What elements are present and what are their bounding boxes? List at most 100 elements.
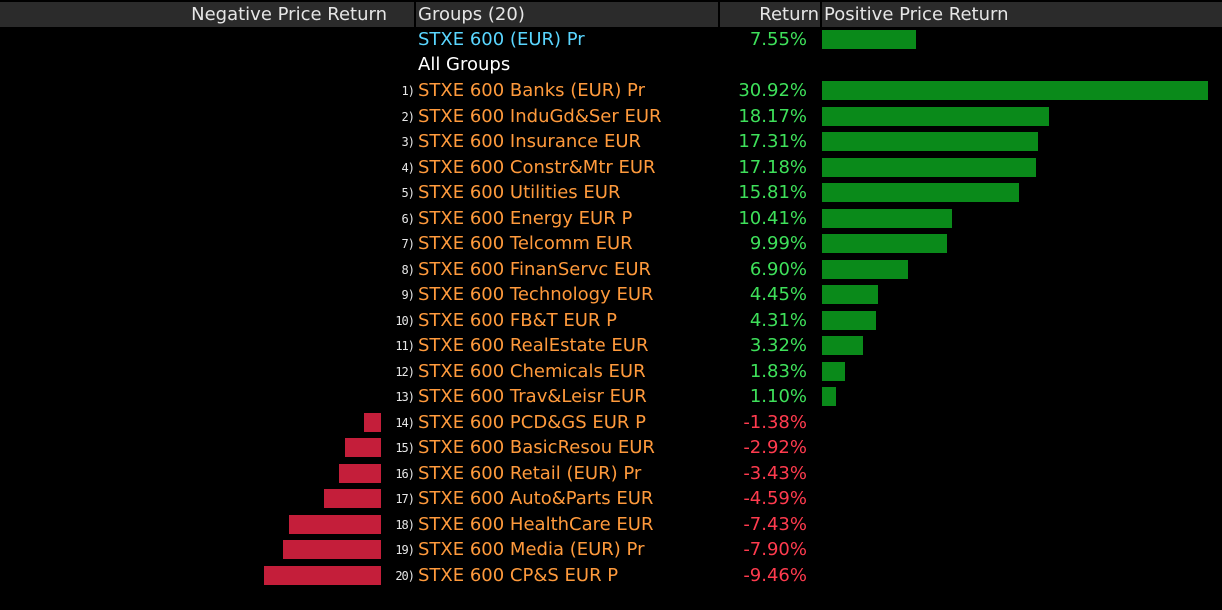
group-row[interactable]: 15) STXE 600 BasicResou EUR -2.92% (0, 435, 1222, 460)
group-name[interactable]: STXE 600 HealthCare EUR (418, 514, 654, 535)
positive-price-return-header: Positive Price Return (822, 2, 1222, 27)
benchmark-row[interactable]: STXE 600 (EUR) Pr 7.55% (0, 27, 1222, 52)
positive-return-bar (822, 285, 878, 304)
group-row[interactable]: 18) STXE 600 HealthCare EUR -7.43% (0, 512, 1222, 537)
positive-return-bar (822, 158, 1036, 177)
return-value: 6.90% (749, 259, 807, 280)
rank-label: 16) (395, 467, 415, 481)
group-name[interactable]: STXE 600 Telcomm EUR (418, 233, 633, 254)
rank-label: 15) (395, 441, 415, 455)
return-value: 9.99% (749, 233, 807, 254)
group-row[interactable]: 10) STXE 600 FB&T EUR P 4.31% (0, 308, 1222, 333)
group-name[interactable]: STXE 600 Media (EUR) Pr (418, 539, 645, 560)
return-value: 30.92% (738, 80, 807, 101)
return-value: 4.45% (749, 284, 807, 305)
negative-return-bar (339, 464, 381, 483)
return-value: 18.17% (738, 106, 807, 127)
benchmark-bar (822, 30, 916, 49)
group-name[interactable]: STXE 600 Banks (EUR) Pr (418, 80, 645, 101)
group-row[interactable]: 16) STXE 600 Retail (EUR) Pr -3.43% (0, 461, 1222, 486)
positive-return-bar (822, 336, 863, 355)
rank-label: 4) (401, 161, 415, 175)
group-row[interactable]: 9) STXE 600 Technology EUR 4.45% (0, 282, 1222, 307)
group-name[interactable]: STXE 600 CP&S EUR P (418, 565, 619, 586)
return-value: 4.31% (749, 310, 807, 331)
negative-return-bar (324, 489, 381, 508)
return-value: -9.46% (743, 565, 807, 586)
group-row[interactable]: 19) STXE 600 Media (EUR) Pr -7.90% (0, 537, 1222, 562)
group-row[interactable]: 3) STXE 600 Insurance EUR 17.31% (0, 129, 1222, 154)
return-header[interactable]: Return (720, 2, 820, 27)
rank-label: 10) (395, 314, 415, 328)
group-name[interactable]: STXE 600 Energy EUR P (418, 208, 633, 229)
group-row[interactable]: 5) STXE 600 Utilities EUR 15.81% (0, 180, 1222, 205)
group-row[interactable]: 13) STXE 600 Trav&Leisr EUR 1.10% (0, 384, 1222, 409)
negative-price-return-header: Negative Price Return (0, 2, 414, 27)
rank-label: 13) (395, 390, 415, 404)
group-row[interactable]: 1) STXE 600 Banks (EUR) Pr 30.92% (0, 78, 1222, 103)
all-groups-row: All Groups (0, 52, 1222, 77)
rank-label: 2) (401, 110, 415, 124)
return-value: -1.38% (743, 412, 807, 433)
group-name[interactable]: STXE 600 RealEstate EUR (418, 335, 649, 356)
return-value: 10.41% (738, 208, 807, 229)
group-row[interactable]: 14) STXE 600 PCD&GS EUR P -1.38% (0, 410, 1222, 435)
positive-return-bar (822, 209, 952, 228)
rank-label: 18) (395, 518, 415, 532)
return-value: -7.90% (743, 539, 807, 560)
group-row[interactable]: 2) STXE 600 InduGd&Ser EUR 18.17% (0, 104, 1222, 129)
group-name[interactable]: STXE 600 InduGd&Ser EUR (418, 106, 662, 127)
negative-return-bar (364, 413, 381, 432)
rank-label: 8) (401, 263, 415, 277)
positive-return-bar (822, 260, 908, 279)
positive-return-bar (822, 311, 876, 330)
return-value: 1.83% (749, 361, 807, 382)
positive-return-bar (822, 234, 947, 253)
group-name[interactable]: STXE 600 Trav&Leisr EUR (418, 386, 647, 407)
benchmark-name[interactable]: STXE 600 (EUR) Pr (418, 29, 585, 50)
rank-label: 9) (401, 288, 415, 302)
rank-label: 5) (401, 186, 415, 200)
return-value: -3.43% (743, 463, 807, 484)
return-value: -4.59% (743, 488, 807, 509)
group-name[interactable]: STXE 600 FB&T EUR P (418, 310, 618, 331)
negative-return-bar (345, 438, 381, 457)
positive-return-bar (822, 132, 1038, 151)
rank-label: 12) (395, 365, 415, 379)
group-row[interactable]: 20) STXE 600 CP&S EUR P -9.46% (0, 563, 1222, 588)
positive-return-bar (822, 387, 836, 406)
group-name[interactable]: STXE 600 Chemicals EUR (418, 361, 646, 382)
group-row[interactable]: 12) STXE 600 Chemicals EUR 1.83% (0, 359, 1222, 384)
rank-label: 7) (401, 237, 415, 251)
group-row[interactable]: 6) STXE 600 Energy EUR P 10.41% (0, 206, 1222, 231)
group-name[interactable]: STXE 600 Constr&Mtr EUR (418, 157, 656, 178)
group-name[interactable]: STXE 600 PCD&GS EUR P (418, 412, 646, 433)
positive-return-bar (822, 183, 1019, 202)
groups-header[interactable]: Groups (20) (416, 2, 718, 27)
group-name[interactable]: STXE 600 Technology EUR (418, 284, 654, 305)
group-name[interactable]: STXE 600 Retail (EUR) Pr (418, 463, 642, 484)
rank-label: 19) (395, 543, 415, 557)
negative-return-bar (264, 566, 381, 585)
group-row[interactable]: 11) STXE 600 RealEstate EUR 3.32% (0, 333, 1222, 358)
rank-label: 6) (401, 212, 415, 226)
group-row[interactable]: 4) STXE 600 Constr&Mtr EUR 17.18% (0, 155, 1222, 180)
all-groups-heading: All Groups (418, 54, 511, 75)
return-value: -2.92% (743, 437, 807, 458)
return-value: 17.31% (738, 131, 807, 152)
group-name[interactable]: STXE 600 Auto&Parts EUR (418, 488, 654, 509)
return-value: -7.43% (743, 514, 807, 535)
group-name[interactable]: STXE 600 FinanServc EUR (418, 259, 652, 280)
negative-return-bar (283, 540, 381, 559)
rank-label: 1) (401, 84, 415, 98)
group-name[interactable]: STXE 600 Insurance EUR (418, 131, 642, 152)
group-name[interactable]: STXE 600 Utilities EUR (418, 182, 621, 203)
group-row[interactable]: 7) STXE 600 Telcomm EUR 9.99% (0, 231, 1222, 256)
rank-label: 3) (401, 135, 415, 149)
group-row[interactable]: 8) STXE 600 FinanServc EUR 6.90% (0, 257, 1222, 282)
rank-label: 20) (395, 569, 415, 583)
group-name[interactable]: STXE 600 BasicResou EUR (418, 437, 655, 458)
benchmark-return: 7.55% (749, 29, 807, 50)
group-row[interactable]: 17) STXE 600 Auto&Parts EUR -4.59% (0, 486, 1222, 511)
rank-label: 17) (395, 492, 415, 506)
